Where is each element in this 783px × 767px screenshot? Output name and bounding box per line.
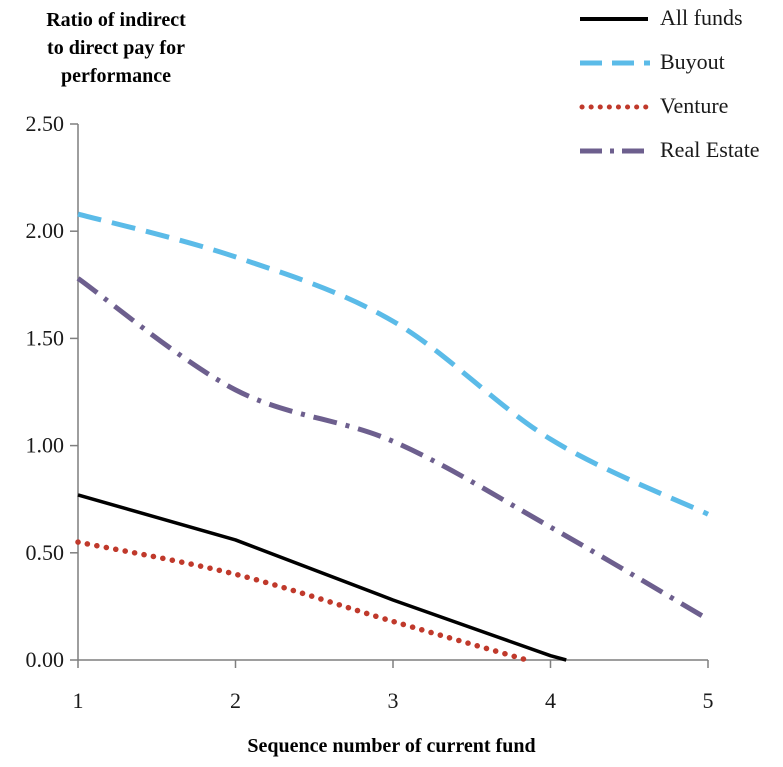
y-tick-label: 2.50 [26, 111, 65, 136]
x-tick-label: 4 [545, 688, 556, 713]
y-tick-label: 0.50 [26, 540, 65, 565]
x-tick-label: 1 [73, 688, 84, 713]
y-tick-label: 1.00 [26, 433, 65, 458]
legend-label-buyout: Buyout [660, 49, 725, 74]
axes: 0.00 0.50 1.00 1.50 2.00 2.50 1 2 3 4 5 [26, 111, 714, 713]
series-line-buyout [77, 211, 710, 517]
x-tick-label: 5 [703, 688, 714, 713]
y-tick-label: 0.00 [26, 647, 65, 672]
legend-label-venture: Venture [660, 93, 729, 118]
y-axis-title-line-3: performance [61, 65, 171, 87]
legend-label-all-funds: All funds [660, 5, 743, 30]
legend-label-real-estate: Real Estate [660, 137, 760, 162]
y-axis-title-line-2: to direct pay for [47, 37, 185, 59]
legend-item-real-estate: Real Estate [578, 136, 783, 166]
series-line-all-funds [77, 493, 567, 662]
legend-swatch-venture [579, 104, 651, 110]
y-axis-title: Ratio of indirect to direct pay for perf… [6, 6, 226, 90]
y-tick-label: 1.50 [26, 325, 65, 350]
legend-item-venture: Venture [578, 92, 783, 122]
y-axis-title-line-1: Ratio of indirect [46, 9, 186, 31]
legend-swatch-all-funds [580, 17, 648, 21]
x-tick-label: 3 [388, 688, 399, 713]
legend-swatch-real-estate [580, 148, 650, 154]
x-axis-title: Sequence number of current fund [247, 735, 536, 757]
legend-item-buyout: Buyout [578, 48, 783, 78]
y-tick-label: 2.00 [26, 218, 65, 243]
x-tick-label: 2 [230, 688, 241, 713]
legend-item-all-funds: All funds [578, 4, 783, 34]
legend-swatch-buyout [580, 60, 650, 66]
series-line-venture [75, 539, 530, 663]
series-group [75, 211, 710, 663]
series-line-real-estate [76, 276, 710, 622]
